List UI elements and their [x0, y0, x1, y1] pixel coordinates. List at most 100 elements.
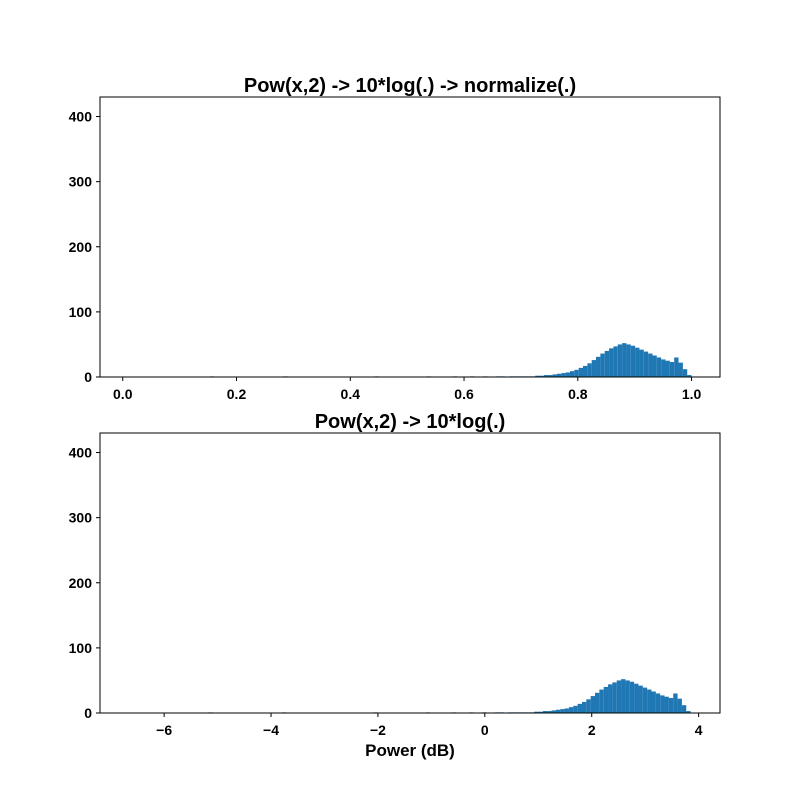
- histogram-bar: [539, 375, 544, 377]
- histogram-bar: [647, 689, 652, 713]
- histogram-bar: [622, 343, 627, 377]
- histogram-bar: [556, 373, 562, 377]
- histogram-bar: [648, 353, 653, 377]
- y-tick-label: 0: [84, 705, 92, 721]
- histogram-bar: [574, 369, 579, 377]
- bars-group: [209, 343, 692, 377]
- histogram-bar: [548, 375, 553, 377]
- chart-title: Pow(x,2) -> 10*log(.): [315, 411, 506, 433]
- histogram-bar: [660, 695, 665, 713]
- x-tick-label: −4: [263, 722, 279, 738]
- x-tick-label: 0.8: [568, 386, 588, 402]
- y-tick-label: 300: [69, 174, 93, 190]
- histogram-bar: [578, 367, 584, 377]
- histogram-bar: [535, 375, 540, 377]
- histogram-bar: [577, 703, 582, 713]
- histogram-bar: [583, 365, 588, 377]
- histogram-bar: [687, 375, 692, 377]
- histogram-bar: [551, 710, 556, 713]
- x-axis: 0.0 0.2 0.4 0.6 0.8 1.0: [113, 377, 702, 402]
- histogram-bar: [603, 686, 609, 713]
- x-axis: −6 −4 −2 0 2 4: [156, 713, 703, 738]
- histogram-bar: [629, 681, 635, 713]
- histogram-bar: [560, 709, 565, 713]
- histogram-bar: [678, 362, 683, 377]
- x-tick-label: −2: [370, 722, 386, 738]
- axes-frame: [99, 96, 721, 378]
- histogram-bar: [604, 350, 610, 377]
- histogram-bar: [681, 705, 687, 713]
- x-tick-label: 4: [695, 722, 703, 738]
- histogram-bar: [596, 356, 601, 377]
- histogram-bar: [630, 345, 636, 377]
- histogram-bar: [561, 373, 566, 377]
- axes-frame: [99, 432, 721, 714]
- histogram-bar: [608, 684, 613, 713]
- histogram-bar: [639, 349, 644, 377]
- bars-group: [208, 679, 691, 713]
- histogram-bar: [564, 708, 569, 713]
- histogram-bar: [673, 693, 678, 713]
- y-axis: 0 100 200 300 400: [69, 445, 100, 721]
- histogram-bar: [655, 693, 661, 713]
- histogram-bar: [669, 362, 675, 377]
- histogram-bar: [634, 683, 639, 713]
- chart-title: Pow(x,2) -> 10*log(.) -> normalize(.): [244, 75, 576, 97]
- histogram-bar: [665, 360, 670, 377]
- histogram-bar: [643, 351, 649, 377]
- histogram-bar: [565, 372, 570, 377]
- histogram-bar: [600, 353, 605, 377]
- y-tick-label: 0: [84, 369, 92, 385]
- histogram-bar: [552, 374, 557, 377]
- y-axis: 0 100 200 300 400: [69, 109, 100, 385]
- y-tick-label: 100: [69, 304, 93, 320]
- histogram-bar: [625, 680, 630, 713]
- histogram-bar: [651, 691, 656, 713]
- x-tick-label: 2: [588, 722, 596, 738]
- y-tick-label: 200: [69, 575, 93, 591]
- histogram-bar: [569, 371, 575, 377]
- y-tick-label: 100: [69, 640, 93, 656]
- histogram-bar: [538, 711, 543, 713]
- histogram-bar: [626, 344, 631, 377]
- histogram-bar: [616, 680, 622, 713]
- y-tick-label: 300: [69, 510, 93, 526]
- histogram-bar: [547, 711, 552, 713]
- histogram-bar: [638, 685, 643, 713]
- histogram-bar: [661, 359, 666, 377]
- histogram-bar: [674, 357, 679, 377]
- histogram-bar: [656, 357, 662, 377]
- x-tick-label: 0.6: [454, 386, 474, 402]
- histogram-bar: [543, 375, 549, 377]
- y-tick-label: 400: [69, 109, 93, 125]
- histogram-bar: [534, 711, 539, 713]
- histogram-bar: [581, 701, 587, 713]
- histogram-bar: [682, 369, 688, 377]
- histogram-bar: [595, 692, 600, 713]
- histogram-normalized: Pow(x,2) -> 10*log(.) -> normalize(.) 0.…: [69, 75, 721, 402]
- histogram-bar: [613, 346, 618, 377]
- x-axis-label: Power (dB): [365, 741, 455, 760]
- histogram-bar: [652, 355, 657, 377]
- histogram-bar: [591, 360, 597, 377]
- histogram-bar: [590, 696, 596, 713]
- histogram-db: Pow(x,2) -> 10*log(.) −6 −4 −2 0 2 4 0 100 200 3…: [69, 411, 721, 760]
- x-tick-label: 0.4: [341, 386, 361, 402]
- histogram-bar: [542, 711, 548, 713]
- histogram-bar: [621, 679, 626, 713]
- y-tick-label: 200: [69, 239, 93, 255]
- x-tick-label: −6: [156, 722, 172, 738]
- x-tick-label: 0.2: [227, 386, 247, 402]
- histogram-bar: [664, 696, 669, 713]
- histogram-bar: [686, 711, 691, 713]
- histogram-bar: [677, 698, 682, 713]
- histogram-bar: [555, 709, 561, 713]
- x-tick-label: 0: [481, 722, 489, 738]
- histogram-bar: [599, 689, 604, 713]
- histogram-bar: [609, 348, 614, 377]
- histogram-bar: [635, 347, 640, 377]
- histogram-bar: [573, 705, 578, 713]
- histogram-bar: [586, 699, 591, 713]
- histogram-bar: [587, 363, 592, 377]
